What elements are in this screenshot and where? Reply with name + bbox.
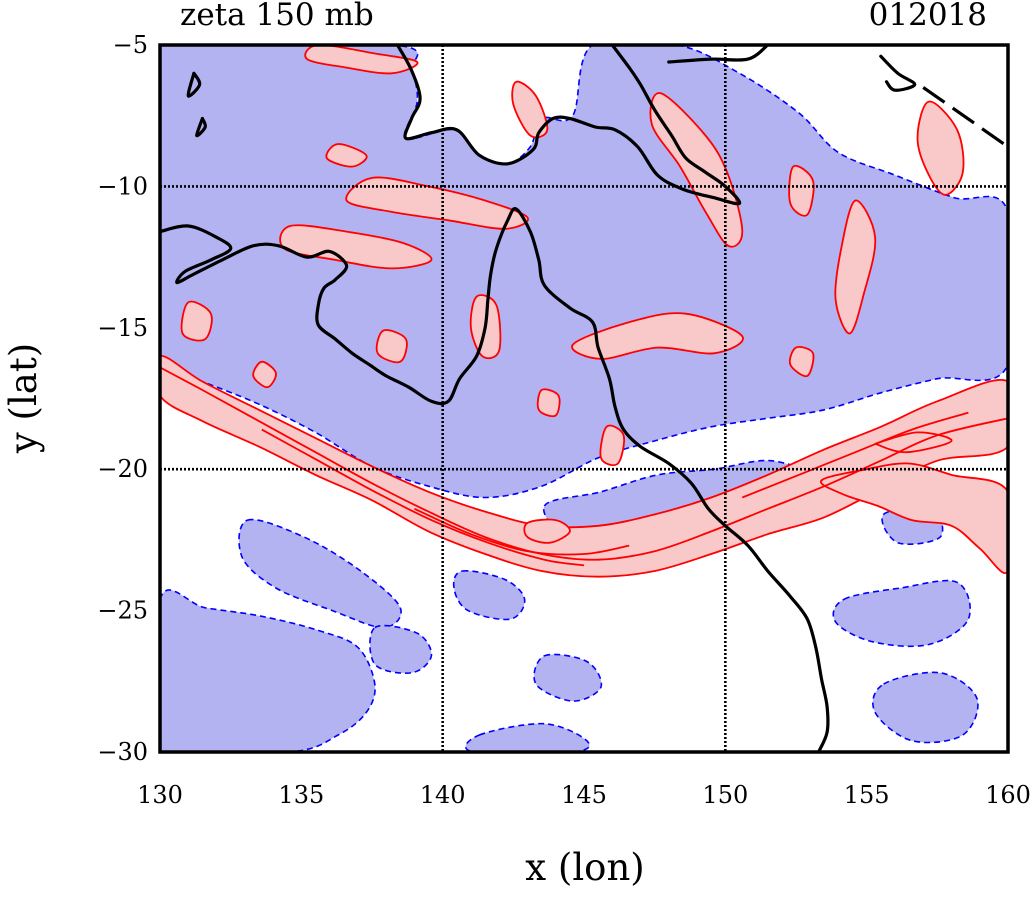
positive-contour-4 — [874, 431, 953, 454]
negative-region-6 — [533, 653, 603, 702]
positive-region-2 — [916, 100, 965, 196]
coastline-4 — [186, 71, 202, 98]
x-tick-label: 130 — [137, 781, 183, 809]
positive-contour-1 — [261, 428, 585, 567]
negative-region-8 — [872, 671, 979, 744]
chart-title: zeta 150 mb — [180, 0, 374, 33]
negative-vorticity-fills — [160, 45, 1008, 752]
y-axis-ticks: −5 −10 −15 −20 −25 −30 — [97, 31, 148, 766]
x-tick-label: 145 — [561, 781, 607, 809]
chart-date-label: 012018 — [869, 0, 987, 33]
negative-region-7 — [832, 579, 972, 648]
positive-region-19 — [788, 346, 815, 378]
x-tick-label: 140 — [420, 781, 466, 809]
x-tick-label: 150 — [702, 781, 748, 809]
x-axis-label: x (lon) — [525, 846, 644, 889]
positive-region-18 — [252, 360, 277, 389]
plot-frame — [158, 43, 1010, 754]
y-tick-label: −25 — [97, 597, 148, 625]
positive-contour-2 — [414, 507, 630, 556]
y-axis-label: y (lat) — [2, 343, 45, 454]
coastline-5 — [195, 116, 207, 138]
x-axis-ticks: 130 135 140 145 150 155 160 — [137, 781, 1031, 809]
positive-region-14 — [511, 80, 549, 139]
coastline-1 — [395, 45, 742, 206]
negative-region-4 — [452, 569, 526, 621]
positive-vorticity-fills — [160, 45, 1008, 578]
positive-contour-3 — [741, 411, 969, 499]
positive-region-10 — [599, 424, 625, 466]
positive-region-11 — [304, 45, 419, 75]
x-tick-label: 135 — [278, 781, 324, 809]
coastline-3 — [879, 54, 917, 92]
positive-region-4 — [649, 92, 744, 248]
negative-region-9 — [464, 722, 591, 752]
positive-region-8 — [523, 518, 571, 544]
y-tick-label: −30 — [97, 738, 148, 766]
positive-region-12 — [325, 143, 368, 168]
negative-region-5 — [369, 624, 433, 674]
coastline-2 — [667, 45, 770, 64]
positive-region-17 — [375, 329, 408, 364]
positive-contour-0 — [160, 366, 1008, 561]
negative-region-3 — [238, 518, 402, 629]
y-tick-label: −5 — [113, 31, 148, 59]
positive-region-3 — [834, 199, 877, 335]
x-tick-label: 155 — [844, 781, 890, 809]
coastlines — [160, 45, 1008, 752]
positive-region-7 — [571, 312, 744, 360]
positive-region-13 — [180, 300, 213, 342]
negative-region-2 — [160, 589, 376, 752]
positive-region-1 — [820, 462, 1008, 574]
x-tick-label: 160 — [985, 781, 1031, 809]
grid-lines — [160, 45, 1008, 752]
coastline-0 — [160, 207, 830, 752]
y-tick-label: −20 — [97, 455, 148, 483]
positive-vorticity-contours — [160, 366, 1008, 567]
y-tick-label: −15 — [97, 314, 148, 342]
plot-area — [160, 45, 1008, 752]
coastline-dashed-0 — [922, 86, 1008, 149]
positive-region-16 — [536, 388, 561, 418]
y-tick-label: −10 — [97, 172, 148, 200]
positive-region-15 — [788, 164, 815, 217]
